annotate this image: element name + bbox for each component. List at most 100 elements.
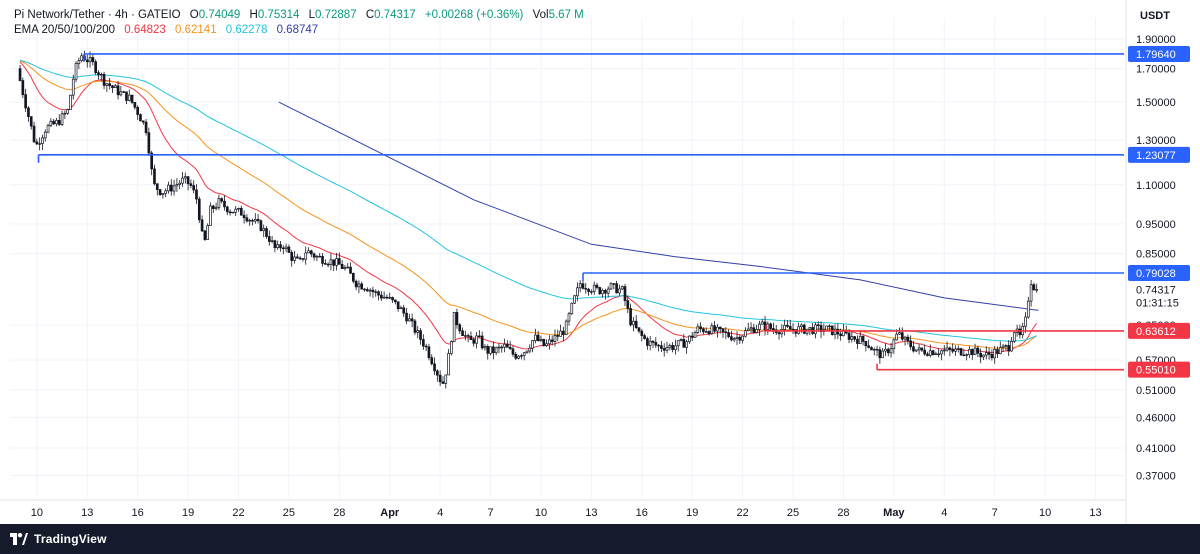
price-tick-label: 1.30000	[1136, 135, 1176, 147]
candle	[290, 249, 294, 267]
candle	[805, 328, 809, 336]
candle-body	[458, 324, 462, 332]
tradingview-logo-icon	[10, 533, 28, 545]
ema-row[interactable]: EMA 20/50/100/200 0.64823 0.62141 0.6227…	[14, 23, 584, 38]
candle-body	[735, 336, 739, 339]
price-tick-label: 0.95000	[1136, 219, 1176, 231]
candle-body	[517, 355, 520, 359]
candle	[609, 282, 613, 290]
candle-body	[351, 273, 355, 282]
candle-body	[281, 247, 285, 250]
candle-body	[245, 217, 249, 222]
currency-label[interactable]: USDT	[1140, 10, 1170, 22]
candle	[685, 339, 688, 354]
candle	[668, 343, 672, 351]
time-tick-label: 10	[1039, 507, 1051, 519]
candle-body	[74, 63, 78, 80]
candle-body	[632, 320, 635, 326]
candle-body	[727, 332, 730, 338]
candle	[455, 308, 459, 329]
candle-body	[755, 329, 758, 333]
candle	[861, 335, 865, 346]
candle	[584, 283, 588, 294]
price-tick-label: 0.85000	[1136, 249, 1176, 261]
candle-body	[875, 348, 879, 351]
candle-body	[626, 300, 630, 309]
candle-body	[220, 198, 224, 202]
candle	[688, 335, 691, 344]
candle	[525, 350, 529, 354]
candle	[858, 330, 862, 345]
candle-body	[203, 230, 207, 240]
candle-body	[758, 323, 761, 330]
candle-body	[365, 289, 369, 292]
candle-body	[181, 177, 184, 184]
candle	[511, 345, 515, 357]
candle	[696, 323, 700, 335]
candle	[665, 341, 669, 354]
candle-body	[304, 252, 308, 260]
candle-body	[150, 152, 154, 170]
symbol-title[interactable]: Pi Network/Tether · 4h · GATEIO	[14, 9, 181, 21]
candle-body	[679, 338, 683, 341]
candle	[917, 343, 921, 355]
candle	[959, 347, 963, 357]
candle-body	[940, 350, 943, 355]
candle-body	[88, 57, 92, 63]
candle-body	[337, 258, 341, 265]
candle	[405, 307, 408, 324]
candle-body	[520, 355, 523, 357]
candle-body	[237, 207, 240, 210]
candle	[130, 94, 134, 105]
tradingview-logo[interactable]: TradingView	[10, 532, 107, 546]
candle	[323, 259, 327, 265]
candle-body	[503, 343, 506, 348]
candle-body	[97, 72, 100, 76]
candle-body	[867, 345, 870, 348]
candle-body	[567, 313, 571, 322]
candle-body	[814, 324, 817, 334]
candle	[735, 331, 739, 345]
candle-body	[38, 143, 41, 145]
candle-body	[111, 85, 114, 89]
candle-body	[374, 291, 378, 293]
candle-body	[937, 353, 941, 356]
candle	[410, 313, 414, 328]
candle	[503, 338, 506, 353]
candle-body	[772, 328, 775, 331]
candle	[517, 355, 520, 360]
candle-body	[57, 120, 61, 125]
candle-body	[444, 374, 448, 384]
candle-body	[363, 288, 366, 291]
candle-body	[231, 211, 235, 214]
candle-body	[416, 330, 420, 333]
candle	[791, 323, 795, 335]
candle-body	[422, 339, 425, 347]
volume-value: 5.67 M	[548, 9, 584, 21]
candle	[937, 348, 941, 358]
price-axis[interactable]: 1.90000 1.70000 1.50000 1.30000 1.10000 0.950…	[1128, 34, 1190, 482]
candle	[262, 224, 266, 238]
candle	[228, 209, 232, 216]
candle	[66, 108, 69, 115]
candle	[545, 339, 548, 347]
footer-bar: TradingView	[0, 524, 1200, 554]
candle-body	[539, 338, 543, 341]
candle-body	[550, 339, 554, 342]
candle-body	[35, 141, 39, 145]
ohlc-row[interactable]: Pi Network/Tether · 4h · GATEIO O0.74049…	[14, 8, 584, 23]
time-axis[interactable]: 10 13 16 19 22 25 28 Apr 4 7 10 13 16 19 22 25 28 May 4 7 10…	[31, 507, 1102, 519]
candle	[452, 312, 456, 342]
price-chart[interactable]: 1.90000 1.70000 1.50000 1.30000 1.10000 0.950…	[0, 0, 1200, 524]
candle-body	[749, 327, 753, 330]
candle-body	[116, 85, 120, 96]
candle-body	[693, 332, 697, 338]
candle-body	[239, 207, 243, 216]
candle-body	[209, 205, 212, 226]
candle-body	[262, 228, 266, 231]
candle	[270, 236, 274, 244]
candle	[906, 334, 910, 345]
level-price-tag-bg	[1128, 361, 1190, 378]
candle-body	[346, 266, 350, 269]
candle	[178, 179, 182, 190]
